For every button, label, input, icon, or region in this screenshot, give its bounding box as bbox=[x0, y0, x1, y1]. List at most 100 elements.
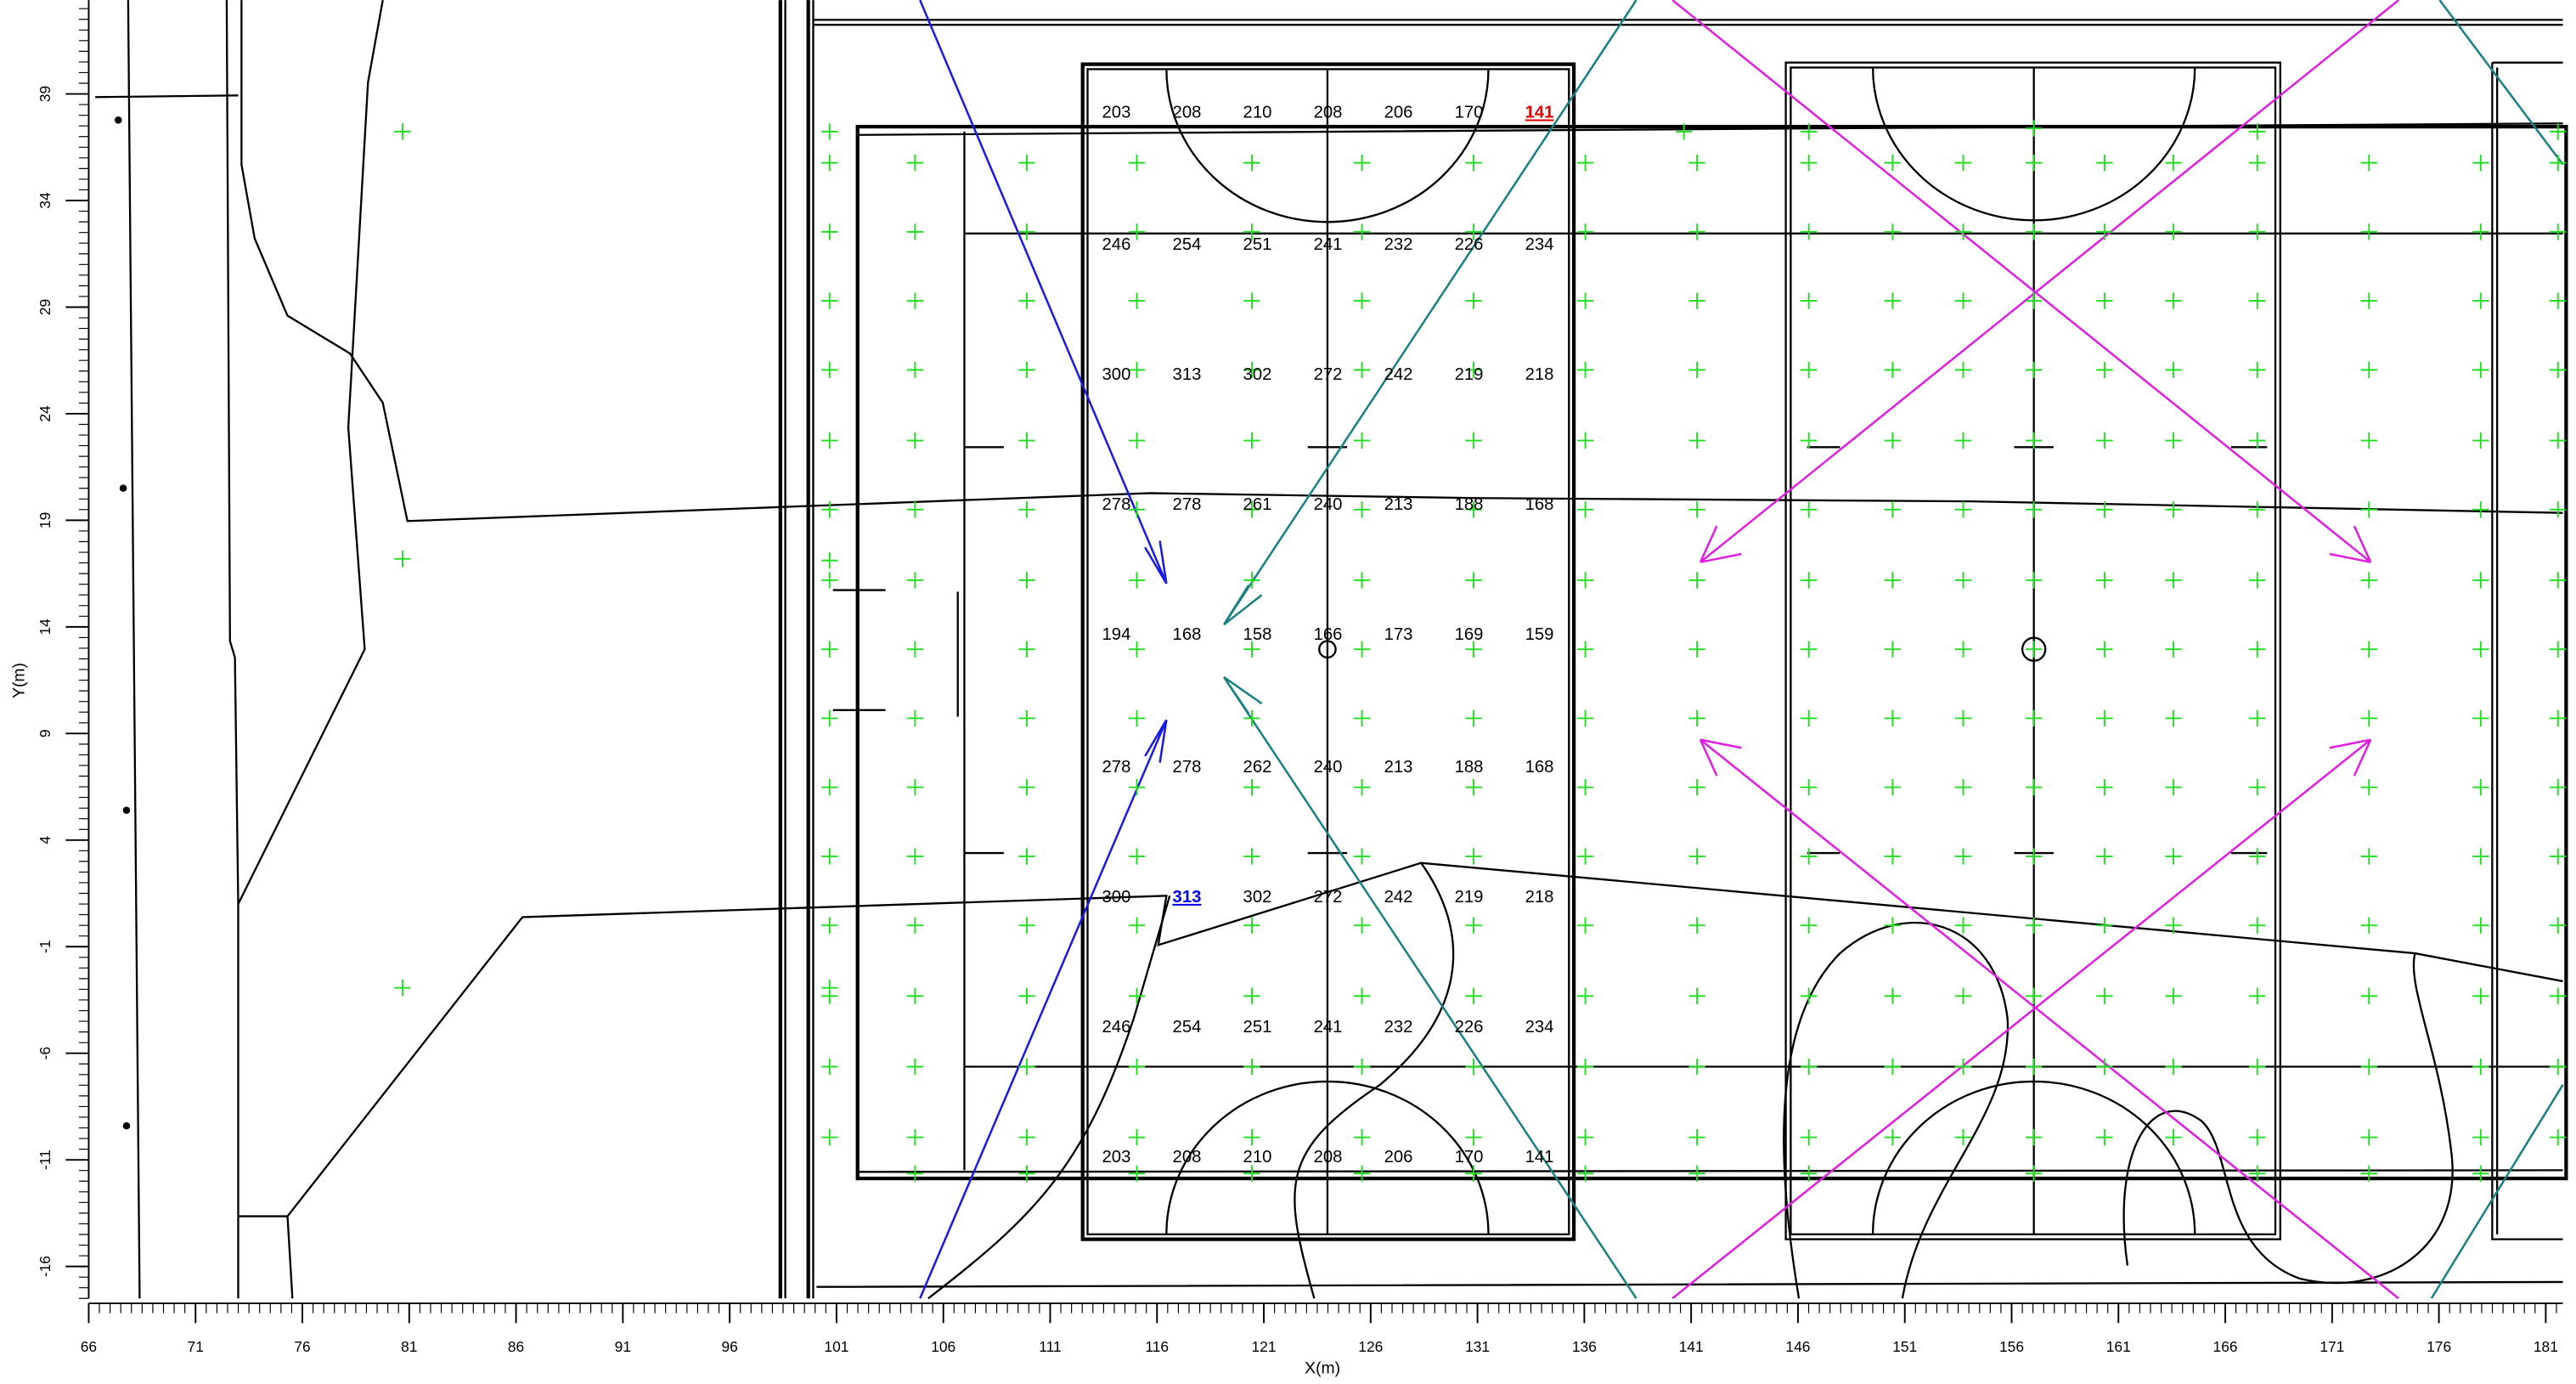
x-tick-label: 71 bbox=[188, 1338, 204, 1355]
value-label: 141 bbox=[1525, 1148, 1554, 1167]
value-label: 218 bbox=[1525, 365, 1554, 384]
x-tick-label: 176 bbox=[2427, 1338, 2451, 1355]
value-label: 206 bbox=[1384, 1148, 1413, 1167]
value-label: 241 bbox=[1314, 235, 1343, 254]
x-tick-label: 181 bbox=[2534, 1338, 2558, 1355]
x-tick-label: 126 bbox=[1358, 1338, 1383, 1355]
value-label: 218 bbox=[1525, 888, 1554, 907]
value-label: 313 bbox=[1173, 888, 1202, 907]
y-tick-label: 29 bbox=[37, 299, 54, 315]
x-tick-label: 101 bbox=[824, 1338, 848, 1355]
value-label: 219 bbox=[1455, 888, 1484, 907]
value-label: 170 bbox=[1455, 1148, 1484, 1167]
x-tick-label: 91 bbox=[615, 1338, 631, 1355]
value-label: 251 bbox=[1243, 1018, 1272, 1037]
wall bbox=[786, 0, 2563, 1298]
y-tick-label: 24 bbox=[37, 405, 54, 422]
x-axis-label: X(m) bbox=[1305, 1359, 1340, 1378]
value-label: 300 bbox=[1102, 888, 1131, 907]
value-label: 313 bbox=[1173, 365, 1202, 384]
value-label: 232 bbox=[1384, 1018, 1413, 1037]
y-tick-label: -11 bbox=[37, 1150, 54, 1170]
value-label: 194 bbox=[1102, 625, 1131, 644]
y-tick-label: 39 bbox=[37, 86, 54, 102]
value-label: 254 bbox=[1173, 235, 1202, 254]
y-tick-label: 9 bbox=[37, 729, 54, 737]
x-tick-label: 166 bbox=[2213, 1338, 2238, 1355]
value-label: 240 bbox=[1314, 495, 1343, 514]
y-tick-label: 34 bbox=[37, 192, 54, 209]
x-tick-label: 86 bbox=[508, 1338, 524, 1355]
value-label: 219 bbox=[1455, 365, 1484, 384]
value-label: 254 bbox=[1173, 1018, 1202, 1037]
value-label: 234 bbox=[1525, 235, 1554, 254]
minor-ticks bbox=[79, 8, 2556, 1313]
value-label: 226 bbox=[1455, 235, 1484, 254]
value-label: 234 bbox=[1525, 1018, 1554, 1037]
value-label: 261 bbox=[1243, 495, 1272, 514]
value-label: 272 bbox=[1314, 365, 1343, 384]
value-label: 278 bbox=[1102, 758, 1131, 777]
value-label: 168 bbox=[1173, 625, 1202, 644]
value-label: 251 bbox=[1243, 235, 1272, 254]
value-label: 173 bbox=[1384, 625, 1413, 644]
x-tick-label: 81 bbox=[401, 1338, 417, 1355]
value-label: 159 bbox=[1525, 625, 1554, 644]
value-label: 203 bbox=[1102, 104, 1131, 122]
contour bbox=[928, 863, 1453, 1299]
value-label: 262 bbox=[1243, 758, 1272, 777]
y-tick-label: -16 bbox=[37, 1256, 54, 1277]
x-tick-label: 141 bbox=[1679, 1338, 1704, 1355]
value-label: 242 bbox=[1384, 888, 1413, 907]
value-label: 213 bbox=[1384, 758, 1413, 777]
x-tick-label: 106 bbox=[931, 1338, 955, 1355]
value-label: 246 bbox=[1102, 235, 1131, 254]
value-label: 278 bbox=[1173, 758, 1202, 777]
x-tick-label: 131 bbox=[1465, 1338, 1490, 1355]
value-label: 210 bbox=[1243, 104, 1272, 122]
value-label: 246 bbox=[1102, 1018, 1131, 1037]
x-tick-label: 161 bbox=[2106, 1338, 2131, 1355]
x-tick-label: 96 bbox=[721, 1338, 737, 1355]
y-tick-label: -6 bbox=[37, 1047, 54, 1059]
value-label: 208 bbox=[1314, 1148, 1343, 1167]
value-label: 170 bbox=[1455, 104, 1484, 122]
x-tick-label: 121 bbox=[1252, 1338, 1277, 1355]
x-tick-label: 136 bbox=[1572, 1338, 1597, 1355]
y-tick-label: 14 bbox=[37, 619, 54, 636]
value-label: 302 bbox=[1243, 365, 1272, 384]
value-label: 208 bbox=[1173, 104, 1202, 122]
value-label: 242 bbox=[1384, 365, 1413, 384]
value-label: 203 bbox=[1102, 1148, 1131, 1167]
page: {"chart_data": { "type": "illuminance-gr… bbox=[0, 0, 2576, 1384]
x-tick-label: 116 bbox=[1145, 1338, 1169, 1355]
y-tick-label: -1 bbox=[37, 941, 54, 953]
boundary-line bbox=[128, 0, 140, 1298]
x-tick-label: 66 bbox=[81, 1338, 97, 1355]
value-label: 188 bbox=[1455, 495, 1484, 514]
boundary-line bbox=[95, 95, 238, 97]
road-edge bbox=[227, 0, 383, 904]
aiming-arrows bbox=[920, 0, 2562, 1298]
value-label: 166 bbox=[1314, 625, 1343, 644]
value-label: 210 bbox=[1243, 1148, 1272, 1167]
road-edge bbox=[238, 863, 2562, 1299]
value-label: 206 bbox=[1384, 104, 1413, 122]
value-label: 302 bbox=[1243, 888, 1272, 907]
value-label: 226 bbox=[1455, 1018, 1484, 1037]
x-tick-label: 171 bbox=[2320, 1338, 2344, 1355]
value-label: 241 bbox=[1314, 1018, 1343, 1037]
value-label: 278 bbox=[1173, 495, 1202, 514]
survey-marks bbox=[115, 116, 130, 1129]
value-label: 300 bbox=[1102, 365, 1131, 384]
field bbox=[2492, 63, 2562, 1240]
contour bbox=[1784, 923, 2452, 1298]
x-tick-label: 111 bbox=[1039, 1338, 1061, 1355]
value-label: 168 bbox=[1525, 495, 1554, 514]
value-label: 158 bbox=[1243, 625, 1272, 644]
y-tick-label: 19 bbox=[37, 512, 54, 528]
value-label: 213 bbox=[1384, 495, 1413, 514]
value-label: 208 bbox=[1314, 104, 1343, 122]
value-label: 188 bbox=[1455, 758, 1484, 777]
field-marking bbox=[1807, 67, 2268, 1234]
